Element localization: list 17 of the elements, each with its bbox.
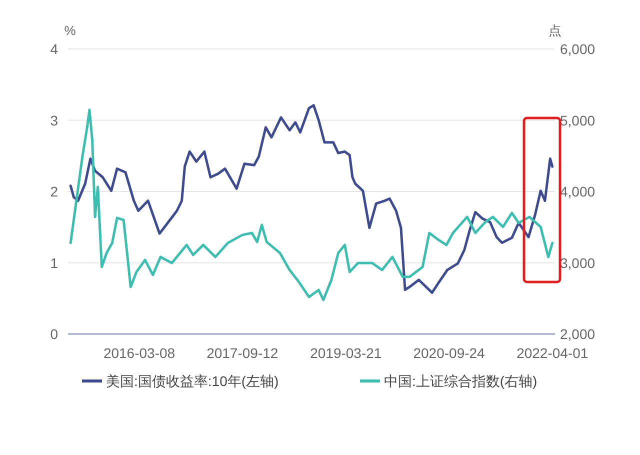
- y2-tick-label: 2,000: [560, 326, 596, 342]
- y-tick-label: 0: [50, 326, 58, 342]
- y2-tick-label: 6,000: [560, 41, 596, 57]
- legend-label: 美国:国债收益率:10年(左轴): [106, 373, 279, 389]
- legend-label: 中国:上证综合指数(右轴): [384, 373, 538, 389]
- y-axis-title: %: [64, 23, 76, 38]
- y-tick-label: 4: [50, 41, 58, 57]
- y2-axis-title: 点: [548, 23, 562, 38]
- y-tick-label: 3: [50, 112, 58, 128]
- y2-tick-label: 5,000: [560, 112, 596, 128]
- x-tick-label: 2020-09-24: [413, 345, 486, 361]
- x-tick-label: 2017-09-12: [206, 345, 278, 361]
- y-tick-label: 1: [50, 254, 58, 271]
- x-tick-label: 2022-04-01: [516, 345, 588, 361]
- x-tick-label: 2019-03-21: [310, 345, 382, 361]
- y-tick-label: 2: [50, 184, 58, 200]
- x-tick-label: 2016-03-08: [103, 345, 176, 361]
